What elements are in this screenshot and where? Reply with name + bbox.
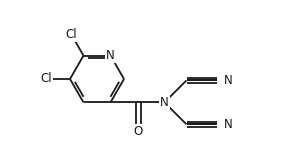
Text: Cl: Cl [66, 28, 77, 41]
Text: Cl: Cl [40, 73, 52, 86]
Text: O: O [134, 125, 143, 138]
Text: N: N [160, 96, 169, 109]
Text: N: N [106, 49, 115, 62]
Text: N: N [224, 118, 232, 131]
Text: N: N [224, 74, 232, 87]
